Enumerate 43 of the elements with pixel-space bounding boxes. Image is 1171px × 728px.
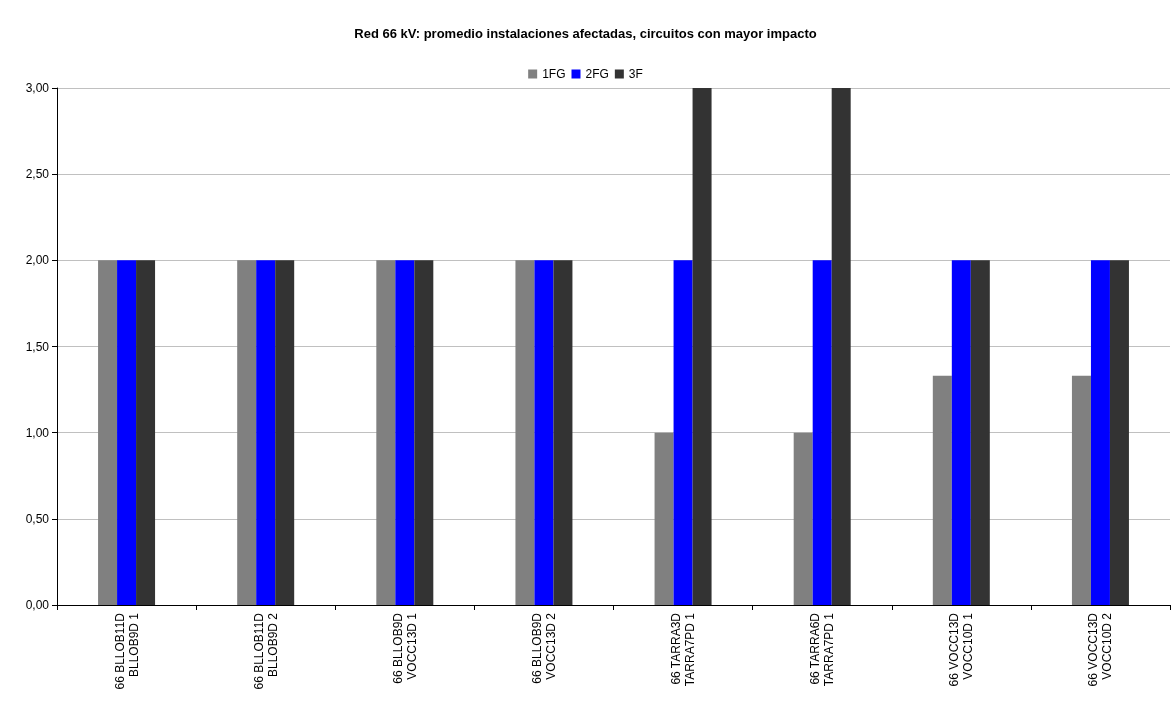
bar bbox=[98, 260, 118, 605]
chart-title: Red 66 kV: promedio instalaciones afectadas, circuitos con mayor impacto bbox=[354, 26, 817, 41]
bar bbox=[654, 432, 674, 605]
y-tick-label: 1,00 bbox=[25, 425, 50, 440]
bar bbox=[534, 260, 554, 605]
y-tick-label: 2,50 bbox=[25, 167, 50, 182]
bar bbox=[1090, 260, 1110, 605]
x-tick-label: 66 TARRA6D TARRA7PD 1 bbox=[808, 612, 837, 687]
legend-label: 2FG bbox=[585, 67, 609, 81]
bar bbox=[256, 260, 276, 605]
x-tick-label: 66 BLLOB11D BLLOB9D 2 bbox=[251, 612, 280, 690]
x-tick-label: 66 VOCC13D VOCC10D 2 bbox=[1086, 612, 1115, 687]
x-tick-label: 66 VOCC13D VOCC10D 1 bbox=[947, 612, 976, 687]
bar bbox=[793, 432, 813, 605]
bar bbox=[1109, 260, 1129, 605]
bar bbox=[414, 260, 434, 605]
legend-label: 3F bbox=[628, 67, 643, 81]
y-tick-label: 1,50 bbox=[25, 339, 50, 354]
bar bbox=[812, 260, 832, 605]
bar bbox=[553, 260, 573, 605]
x-tick-label: 66 BLLOB9D VOCC13D 2 bbox=[529, 612, 558, 684]
y-tick-label: 0,00 bbox=[25, 598, 50, 612]
bar bbox=[673, 260, 693, 605]
bar bbox=[515, 260, 535, 605]
bar bbox=[376, 260, 396, 605]
y-tick-label: 0,50 bbox=[25, 511, 50, 526]
bar bbox=[1071, 375, 1091, 605]
legend-label: 1FG bbox=[542, 67, 566, 81]
x-tick-label: 66 BLLOB11D BLLOB9D 1 bbox=[112, 612, 141, 690]
bar bbox=[831, 88, 851, 605]
bar bbox=[136, 260, 156, 605]
bar bbox=[117, 260, 137, 605]
y-tick-label: 3,00 bbox=[25, 81, 50, 95]
bar bbox=[932, 375, 952, 605]
bar bbox=[970, 260, 990, 605]
x-tick-label: 66 BLLOB9D VOCC13D 1 bbox=[390, 612, 419, 684]
bar bbox=[395, 260, 415, 605]
bar bbox=[951, 260, 971, 605]
bar bbox=[237, 260, 257, 605]
y-tick-label: 2,00 bbox=[25, 253, 50, 268]
x-tick-label: 66 TARRA3D TARRA7PD 1 bbox=[669, 612, 698, 687]
bar bbox=[275, 260, 295, 605]
bar bbox=[692, 88, 712, 605]
